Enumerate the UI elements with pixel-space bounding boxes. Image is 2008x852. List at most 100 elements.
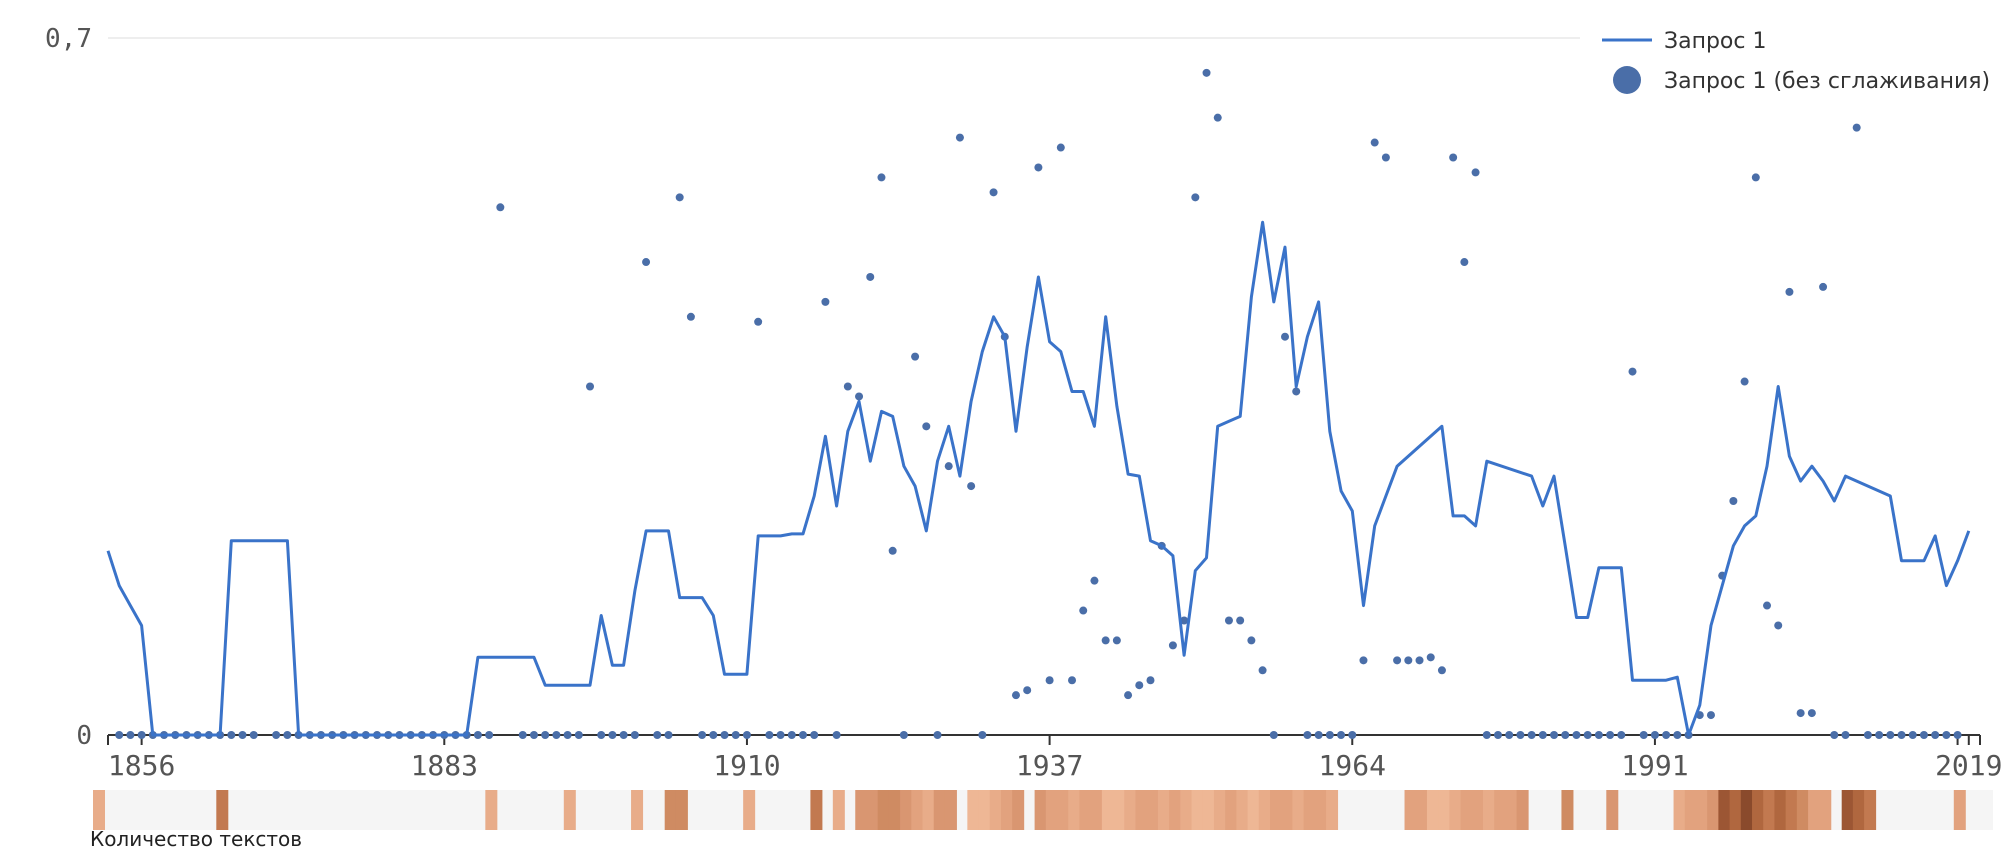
raw-point xyxy=(1919,731,1928,739)
raw-point xyxy=(485,731,494,739)
raw-point xyxy=(1180,616,1189,625)
raw-point xyxy=(1202,68,1211,77)
text-count-cell xyxy=(1157,790,1170,830)
raw-point xyxy=(1370,138,1379,147)
text-count-cell xyxy=(1034,790,1047,830)
text-count-cell xyxy=(1247,790,1260,830)
text-count-cell xyxy=(1774,790,1787,830)
raw-point xyxy=(1516,731,1525,739)
raw-point xyxy=(1258,666,1267,675)
text-count-cell xyxy=(1494,790,1507,830)
raw-point xyxy=(1213,113,1222,122)
text-count-cell xyxy=(1057,790,1070,830)
x-tick-labels: 1856 1883 1910 1937 1964 1991 2019 xyxy=(108,749,2003,782)
raw-point xyxy=(686,312,695,321)
raw-point xyxy=(529,731,538,739)
text-count-cell xyxy=(664,790,677,830)
raw-point xyxy=(1807,709,1816,718)
raw-point xyxy=(283,731,292,739)
raw-point xyxy=(1034,163,1043,172)
text-count-cell xyxy=(1236,790,1249,830)
text-count-cell xyxy=(1438,790,1451,830)
text-count-cell xyxy=(944,790,957,830)
text-count-cell xyxy=(563,790,576,830)
text-count-cell xyxy=(1326,790,1339,830)
text-count-cell xyxy=(1471,790,1484,830)
raw-point xyxy=(1550,731,1559,739)
raw-point xyxy=(552,731,561,739)
text-count-cell xyxy=(631,790,644,830)
text-count-cell xyxy=(1695,790,1708,830)
raw-point xyxy=(1337,731,1346,739)
smoothed-series-line xyxy=(106,220,1971,737)
text-count-cell xyxy=(1516,790,1529,830)
raw-point xyxy=(1135,681,1144,690)
raw-point xyxy=(126,731,135,739)
text-count-cell xyxy=(1113,790,1126,830)
raw-point xyxy=(115,731,124,739)
text-count-cell xyxy=(1819,790,1832,830)
text-count-cell xyxy=(1090,790,1103,830)
legend[interactable]: Запрос 1 Запрос 1 (без сглаживания) xyxy=(1602,29,1990,94)
text-count-cell xyxy=(1752,790,1765,830)
raw-point xyxy=(1314,731,1323,739)
raw-point xyxy=(642,258,651,267)
text-count-cell xyxy=(1449,790,1462,830)
raw-point xyxy=(776,731,785,739)
text-count-cell xyxy=(485,790,498,830)
raw-point xyxy=(473,731,482,739)
legend-label-raw: Запрос 1 (без сглаживания) xyxy=(1664,69,1990,94)
text-count-cell xyxy=(1169,790,1182,830)
raw-point xyxy=(1897,731,1906,739)
raw-point xyxy=(1819,282,1828,291)
raw-point xyxy=(1124,691,1133,700)
raw-point xyxy=(911,352,920,361)
raw-point xyxy=(1449,153,1458,162)
raw-point xyxy=(1830,731,1839,739)
text-count-cell xyxy=(1415,790,1428,830)
text-count-cell xyxy=(978,790,991,830)
raw-point xyxy=(1224,616,1233,625)
text-count-cell xyxy=(989,790,1002,830)
raw-point xyxy=(731,731,740,739)
text-count-cell xyxy=(1785,790,1798,830)
raw-point xyxy=(922,422,931,431)
text-count-cell xyxy=(1561,790,1574,830)
raw-point xyxy=(1774,621,1783,630)
x-tick-label: 1991 xyxy=(1621,749,1688,782)
raw-point xyxy=(1594,731,1603,739)
raw-point xyxy=(1068,676,1077,685)
raw-point xyxy=(944,462,953,471)
raw-point xyxy=(137,731,146,739)
x-tick-label: 2019 xyxy=(1935,749,2002,782)
raw-point xyxy=(1628,367,1637,376)
text-count-cell xyxy=(1079,790,1092,830)
raw-point xyxy=(1381,153,1390,162)
raw-point xyxy=(720,731,729,739)
raw-point xyxy=(1886,731,1895,739)
raw-point xyxy=(888,546,897,555)
text-count-cell xyxy=(1864,790,1877,830)
raw-point xyxy=(1751,173,1760,182)
text-count-cell xyxy=(1426,790,1439,830)
text-count-cell xyxy=(911,790,924,830)
legend-dot-swatch xyxy=(1613,66,1641,94)
text-count-cell xyxy=(888,790,901,830)
raw-series-dots xyxy=(115,68,1962,739)
raw-point xyxy=(1561,731,1570,739)
raw-point xyxy=(1796,709,1805,718)
raw-point xyxy=(1953,731,1962,739)
text-count-cell xyxy=(1135,790,1148,830)
raw-point xyxy=(1706,711,1715,720)
text-count-cell xyxy=(1808,790,1821,830)
text-count-cell xyxy=(1213,790,1226,830)
raw-point xyxy=(1673,731,1682,739)
text-count-cell xyxy=(1045,790,1058,830)
raw-point xyxy=(899,731,908,739)
raw-point xyxy=(855,392,864,401)
raw-point xyxy=(1426,653,1435,662)
raw-point xyxy=(586,382,595,391)
raw-point xyxy=(1505,731,1514,739)
text-count-cell xyxy=(1124,790,1137,830)
